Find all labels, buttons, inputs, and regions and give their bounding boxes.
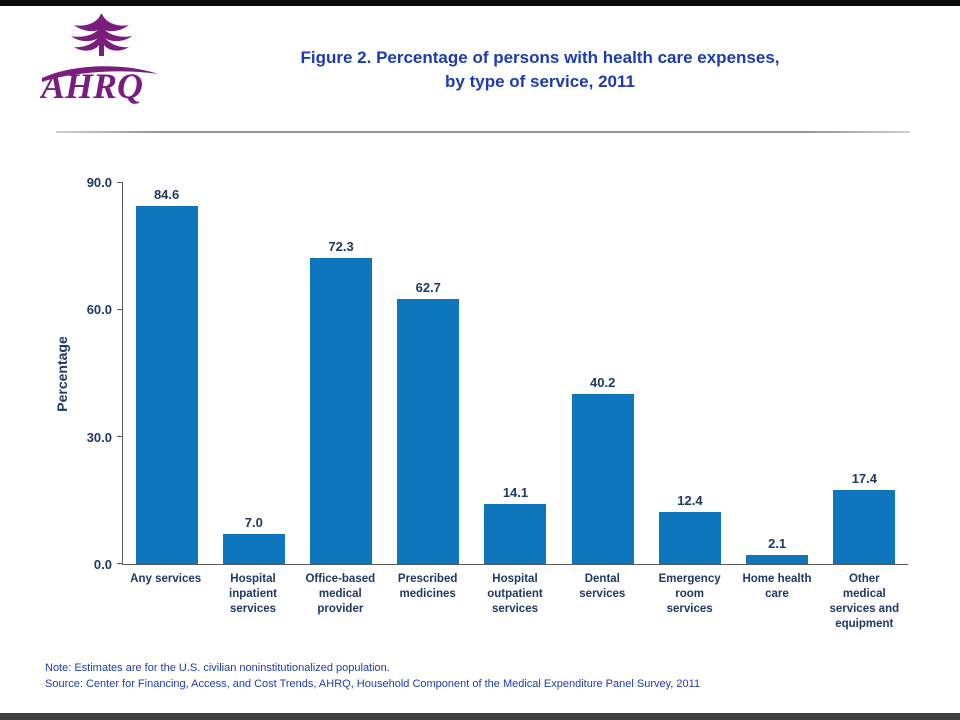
y-tick-label: 60.0	[86, 302, 112, 318]
bar-value-label: 40.2	[590, 374, 616, 390]
footer-notes: Note: Estimates are for the U.S. civilia…	[45, 660, 940, 692]
figure-title-line1: Figure 2. Percentage of persons with hea…	[300, 48, 780, 67]
bar-4	[397, 298, 460, 564]
bar-value-label: 14.1	[502, 485, 529, 501]
category-label: Office-based medical provider	[305, 573, 376, 615]
figure-title: Figure 2. Percentage of persons with hea…	[135, 46, 945, 94]
bar-value-label: 12.4	[677, 492, 703, 508]
y-tick-mark	[117, 182, 123, 183]
bar-value-label: 7.0	[244, 515, 263, 531]
bar-8	[746, 555, 809, 564]
bar-2	[222, 534, 285, 564]
y-tick-label: 0.0	[93, 557, 112, 572]
figure-title-line2: by type of service, 2011	[445, 72, 635, 91]
bar-3	[310, 257, 373, 564]
bar-1	[135, 205, 198, 564]
hhs-eagle-icon: AHRQ	[39, 13, 158, 106]
category-label: Dental services	[579, 573, 626, 600]
top-border	[0, 0, 960, 6]
bar-value-label: 72.3	[328, 238, 354, 254]
category-label: Home health care	[742, 573, 812, 600]
y-tick-mark	[117, 309, 123, 310]
bar-value-label: 84.6	[153, 186, 180, 202]
y-axis-ticks: 0.0 30.0 60.0 90.0	[58, 175, 112, 572]
note-text: Note: Estimates are for the U.S. civilia…	[45, 662, 390, 674]
bar-slot: 12.4	[646, 183, 733, 564]
logo-text: AHRQ	[40, 66, 143, 106]
bar-value-label: 17.4	[851, 471, 878, 487]
y-tick-label: 30.0	[86, 429, 112, 445]
bar-slot: 84.6	[123, 183, 210, 564]
bar-slot: 40.2	[559, 183, 646, 564]
bar-slot: 72.3	[297, 183, 384, 564]
bar-slot: 2.1	[734, 183, 821, 564]
bar-9	[833, 490, 896, 564]
category-axis: Any services Hospital inpatient services O…	[122, 572, 908, 632]
bar-5	[484, 504, 547, 564]
bar-slot: 7.0	[210, 183, 297, 564]
bar-slot: 14.1	[472, 183, 559, 564]
ahrq-logo: AHRQ	[39, 10, 160, 110]
category-label: Other medical services and equipment	[829, 573, 900, 630]
header-divider	[56, 131, 910, 133]
category-label: Emergency room services	[658, 573, 721, 615]
ahrq-swoosh-icon	[42, 66, 158, 82]
bar-value-label: 2.1	[768, 536, 787, 552]
y-tick-mark	[117, 436, 123, 437]
bar-6	[571, 393, 634, 564]
bar-slot: 17.4	[821, 183, 908, 564]
y-tick-label: 90.0	[86, 175, 112, 190]
category-label: Hospital inpatient services	[229, 573, 277, 615]
bottom-border	[0, 713, 960, 720]
bar-value-label: 62.7	[415, 279, 441, 295]
bar-7	[658, 511, 721, 564]
category-label: Any services	[130, 573, 202, 585]
source-text: Source: Center for Financing, Access, an…	[45, 678, 701, 690]
category-label: Hospital outpatient services	[487, 573, 543, 615]
bar-slot: 62.7	[385, 183, 472, 564]
category-label: Prescribed medicines	[397, 573, 458, 600]
plot-area: 84.6 7.0 72.3 62.7 14.1 40.2 12.4 2.1 17.4	[117, 182, 908, 565]
y-tick-mark	[117, 563, 123, 564]
